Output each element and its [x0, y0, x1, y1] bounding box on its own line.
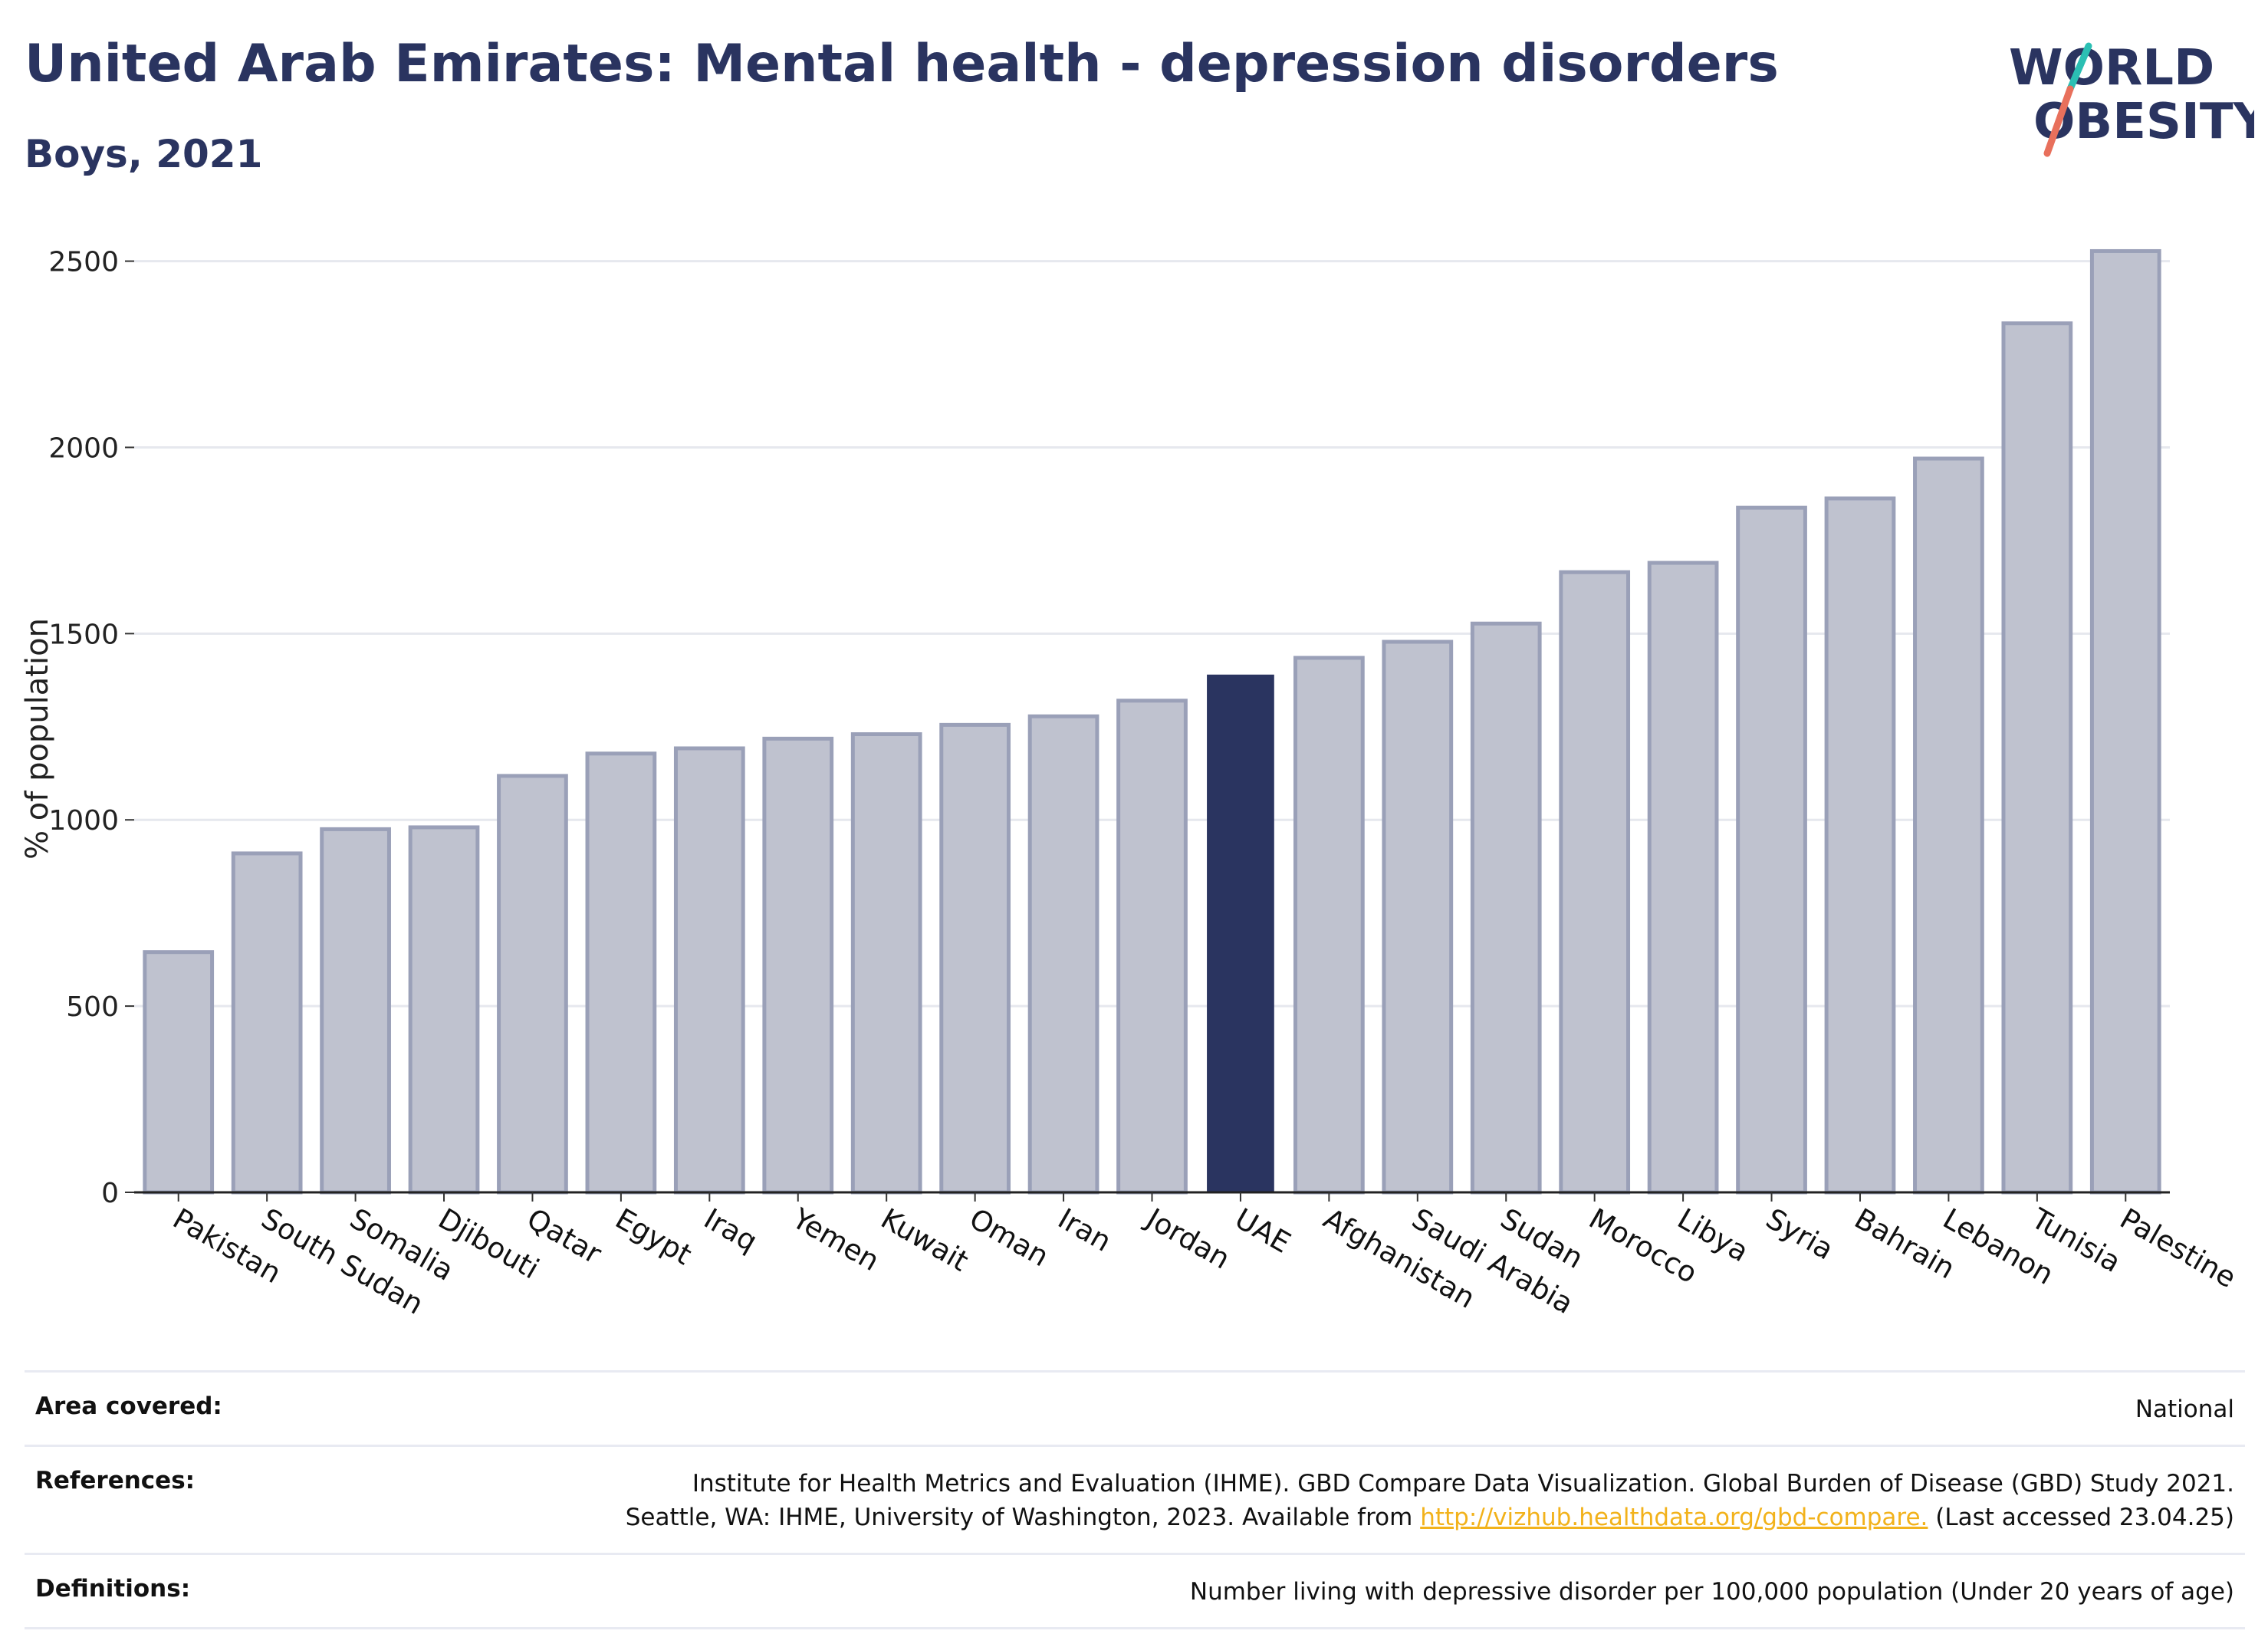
footer-table: Area covered: National References: Insti…	[25, 1370, 2245, 1629]
area-label: Area covered:	[35, 1392, 222, 1420]
bar-somalia	[320, 827, 391, 1195]
bar-oman	[939, 722, 1011, 1195]
definitions-value: Number living with depressive disorder p…	[1189, 1578, 2234, 1606]
x-tick-label: Palestine	[2115, 1202, 2242, 1295]
bar-bahrain	[1824, 496, 1896, 1195]
bar-iraq	[673, 746, 745, 1195]
references-label: References:	[35, 1467, 196, 1494]
bar-egypt	[585, 751, 657, 1195]
y-tick-labels: 0 500 1000 1500 2000 2500	[48, 247, 134, 1209]
references-text-pre: Seattle, WA: IHME, University of Washing…	[625, 1504, 1421, 1531]
footer-row-area: Area covered: National	[25, 1370, 2245, 1445]
x-tick-label: Iran	[1053, 1202, 1117, 1258]
bar-palestine	[2089, 248, 2161, 1195]
bar-yemen	[762, 736, 834, 1195]
x-tick-label: Syria	[1760, 1202, 1839, 1267]
bar-uae	[1207, 674, 1274, 1192]
footer-row-definitions: Definitions: Number living with depressi…	[25, 1553, 2245, 1629]
x-tick-label: Iraq	[698, 1202, 763, 1258]
y-tick-label: 2000	[48, 432, 119, 464]
area-value: National	[2135, 1396, 2234, 1423]
x-tick-label: Egypt	[610, 1202, 697, 1272]
bar-sudan	[1470, 621, 1542, 1195]
bar-saudi-arabia	[1382, 639, 1454, 1195]
references-text-post: (Last accessed 23.04.25)	[1928, 1504, 2234, 1531]
logo-slash-bottom	[2043, 85, 2074, 157]
x-tick-label: Yemen	[786, 1202, 885, 1277]
definitions-label: Definitions:	[35, 1575, 191, 1603]
bars	[143, 248, 2161, 1195]
y-tick-label: 0	[101, 1178, 119, 1209]
bar-djibouti	[408, 825, 480, 1195]
x-tick-label: Bahrain	[1849, 1202, 1960, 1286]
references-value: Institute for Health Metrics and Evaluat…	[25, 1447, 2245, 1553]
bar-lebanon	[1913, 456, 1984, 1195]
y-tick-label: 2500	[48, 247, 119, 278]
x-tick-label: UAE	[1229, 1202, 1296, 1260]
logo-slash-top	[2066, 42, 2092, 93]
y-tick-label: 1000	[48, 805, 119, 837]
bar-south-sudan	[231, 851, 303, 1195]
world-obesity-logo: WORLD OBESITY	[2009, 40, 2254, 157]
x-tick-label: Jordan	[1139, 1202, 1235, 1276]
x-tick-label: Kuwait	[876, 1202, 975, 1278]
bar-libya	[1647, 561, 1719, 1195]
bar-iran	[1027, 714, 1099, 1195]
bar-syria	[1736, 505, 1807, 1195]
bar-jordan	[1116, 699, 1188, 1195]
y-tick-label: 500	[66, 991, 119, 1023]
bar-qatar	[497, 774, 568, 1195]
chart-subtitle: Boys, 2021	[25, 132, 263, 176]
y-tick-label: 1500	[48, 619, 119, 650]
bar-morocco	[1559, 570, 1631, 1195]
logo-text-world: WORLD	[2009, 40, 2214, 97]
bar-pakistan	[143, 950, 215, 1195]
chart-title: United Arab Emirates: Mental health - de…	[25, 34, 1779, 94]
bar-tunisia	[2001, 321, 2073, 1195]
bar-kuwait	[850, 732, 922, 1195]
x-tick-label: Oman	[964, 1202, 1054, 1274]
references-link[interactable]: http://vizhub.healthdata.org/gbd-compare…	[1420, 1504, 1928, 1531]
references-line-2: Seattle, WA: IHME, University of Washing…	[331, 1501, 2234, 1534]
bar-afghanistan	[1293, 656, 1365, 1195]
footer-row-references: References: Institute for Health Metrics…	[25, 1445, 2245, 1553]
references-line-1: Institute for Health Metrics and Evaluat…	[692, 1470, 2234, 1498]
logo-text-obesity: OBESITY	[2033, 94, 2254, 150]
y-axis-label: % of population	[20, 618, 55, 860]
